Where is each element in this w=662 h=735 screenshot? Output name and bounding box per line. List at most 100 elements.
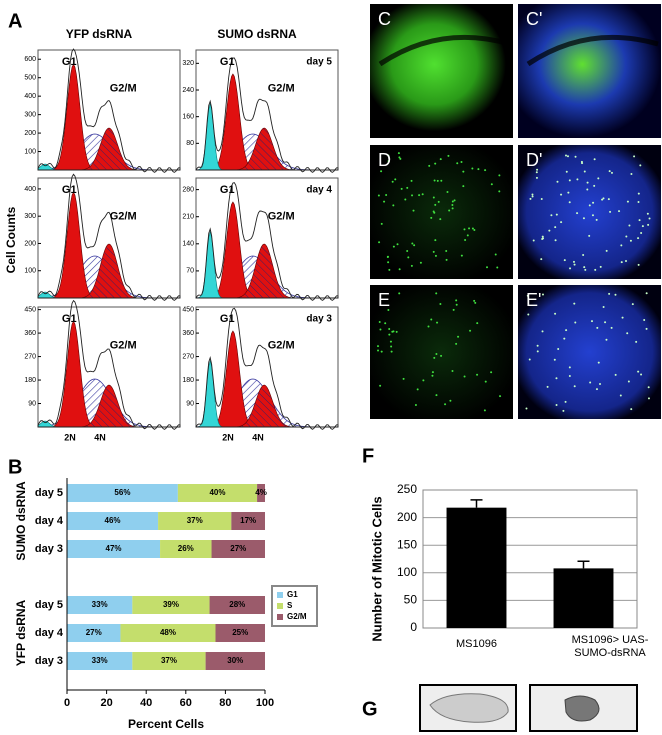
cell-dot [638,219,641,222]
cell-dot [431,371,434,374]
x-tick-label: MS1096 [456,638,497,650]
cell-dot [626,332,629,335]
y-tick-label: 140 [182,241,194,248]
cell-dot [560,193,563,196]
cell-dot [648,217,651,220]
y-tick-label: 150 [397,537,417,551]
cell-dot [411,194,414,197]
cell-dot [448,209,451,212]
panel-label: A [8,10,22,32]
cell-dot [619,394,622,397]
cell-dot [430,216,433,219]
y-tick-label: 80 [186,140,194,147]
bar [446,507,507,628]
cell-dot [428,164,431,167]
y-tick-label: 360 [182,330,194,337]
cell-dot [387,154,390,157]
x-tick-label: 40 [140,697,152,709]
cell-dot [605,338,608,341]
cell-dot [433,179,436,182]
cell-dot [607,198,610,201]
value-label: 37% [161,656,177,665]
cell-dot [377,349,380,352]
cell-dot [574,155,577,158]
y-tick-label: 360 [24,330,36,337]
bar-segment [132,596,210,614]
x-tick-label: 100 [256,697,274,709]
y-tick-label: 450 [182,306,194,313]
cell-dot [435,292,438,295]
cell-dot [464,238,467,241]
cell-dot [567,191,570,194]
cell-dot [597,361,600,364]
x-mark-label: 4N [94,432,106,442]
plot-frame [422,489,638,629]
x-tick-label: MS1096> UAS-SUMO-dsRNA [571,634,649,659]
cell-dot [526,294,529,297]
cell-dot [392,245,395,248]
cell-dot [444,403,447,406]
cell-dot [595,388,598,391]
legend-swatch [277,614,283,620]
image-label: C' [526,9,542,29]
cell-dot [432,210,435,213]
cell-dot [412,209,415,212]
cell-dot [601,198,604,201]
value-label: 33% [92,656,108,665]
cell-dot [404,198,407,201]
cell-dot [439,158,442,161]
cell-dot [400,187,403,190]
cell-dot [398,292,401,295]
micrograph [518,145,661,279]
cell-dot [554,312,557,315]
cell-dot [449,399,452,402]
cell-dot [573,263,576,266]
legend-swatch [277,592,283,598]
cell-dot [453,199,456,202]
cell-dot [498,174,501,177]
cell-dot [392,204,395,207]
cell-dot [434,239,437,242]
cell-dot [388,333,391,336]
cell-dot [573,302,576,305]
cell-dot [637,201,640,204]
cell-dot [645,327,648,330]
x-tick-label: 60 [180,697,192,709]
cell-dot [440,354,443,357]
cell-dot [529,197,532,200]
phase-label: G1 [62,313,77,325]
cell-dot [410,179,413,182]
cell-dot [427,325,430,328]
cell-dot [582,217,585,220]
cell-dot [483,409,486,412]
cell-dot [531,193,534,196]
histogram-outline [195,307,339,430]
cell-dot [576,178,579,181]
cell-dot [451,369,454,372]
cell-dot [457,335,460,338]
cell-dot [565,170,568,173]
cell-dot [411,242,414,245]
error-bar [470,499,483,508]
cell-dot [383,200,386,203]
cell-dot [390,345,393,348]
cell-dot [541,293,544,296]
cell-dot [593,158,596,161]
cell-dot [608,292,611,295]
cell-dot [583,266,586,269]
y-tick-label: 90 [186,400,194,407]
legend-swatch [277,603,283,609]
phase-label: G1 [62,184,77,196]
image-label: C [378,9,391,29]
bar-segment [132,652,206,670]
cell-dot [398,268,401,271]
y-tick-label: 250 [397,482,417,496]
cell-dot [380,222,383,225]
cell-dot [541,330,544,333]
cell-dot [380,350,383,353]
cell-dot [399,157,402,160]
cell-dot [599,265,602,268]
cell-dot [610,171,613,174]
cell-dot [387,160,390,163]
y-tick-label: 200 [397,510,417,524]
